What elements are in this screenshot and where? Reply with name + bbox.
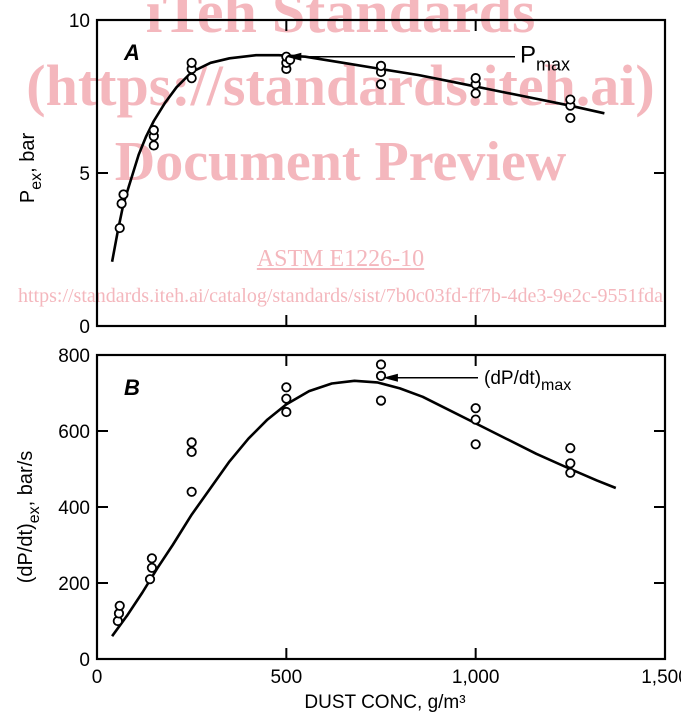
data-point: [375, 359, 387, 370]
y-tick-label: 0: [79, 317, 90, 338]
data-point: [148, 140, 159, 151]
data-point: [470, 88, 481, 99]
data-point: [114, 222, 125, 234]
y-tick-label: 5: [79, 164, 90, 185]
data-point: [565, 467, 576, 478]
y-tick-label: 800: [58, 346, 90, 367]
data-point: [186, 446, 197, 457]
panel-a: 0 5 10 A Pmax Pex, bar: [17, 11, 667, 338]
fit-curve: [110, 53, 605, 262]
x-tick-label: 1,500: [641, 667, 681, 688]
y-axis-label: (dP/dt)ex, bar/s: [15, 451, 43, 584]
data-point: [146, 553, 158, 564]
data-point: [281, 382, 292, 393]
annotation-label: Pmax: [520, 42, 570, 75]
x-axis-label: DUST CONC, g/m³: [304, 692, 465, 713]
data-point: [118, 189, 129, 200]
data-point: [470, 414, 481, 425]
data-point: [146, 562, 158, 573]
panel-b: 0 500 1,000 1,500 0 200 400 600 800 B (dP/dt)max (d…: [15, 346, 681, 688]
data-point: [375, 395, 387, 406]
annotation-label: (dP/dt)max: [484, 368, 571, 394]
data-point: [116, 198, 127, 209]
y-tick-label: 200: [58, 574, 90, 595]
panel-label: A: [123, 40, 140, 65]
fit-curve: [111, 379, 617, 637]
data-point: [186, 73, 197, 84]
data-point: [281, 393, 292, 404]
y-tick-label: 400: [58, 498, 90, 519]
y-axis-label: Pex, bar: [17, 133, 45, 204]
data-point: [565, 94, 576, 105]
data-point: [565, 112, 576, 124]
x-tick-label: 0: [92, 667, 103, 688]
panel-label: B: [124, 375, 140, 400]
data-point: [186, 486, 197, 497]
data-point: [565, 458, 576, 469]
y-tick-label: 10: [69, 11, 90, 32]
data-point: [565, 442, 576, 454]
data-point: [470, 403, 481, 414]
y-tick-label: 600: [58, 422, 90, 443]
x-tick-label: 1,000: [452, 667, 500, 688]
data-point: [375, 370, 387, 381]
data-point: [470, 73, 481, 84]
data-point: [144, 574, 156, 585]
data-point: [114, 600, 125, 611]
data-point: [186, 437, 197, 448]
data-point: [375, 79, 387, 90]
x-tick-label: 500: [270, 667, 302, 688]
annotation-arrowhead: [286, 52, 302, 61]
annotation-arrowhead: [382, 373, 398, 382]
y-tick-label: 0: [79, 650, 90, 671]
data-point: [186, 57, 197, 68]
data-point: [375, 60, 387, 72]
data-point: [281, 406, 292, 418]
data-point: [148, 125, 159, 136]
data-point: [470, 439, 481, 450]
